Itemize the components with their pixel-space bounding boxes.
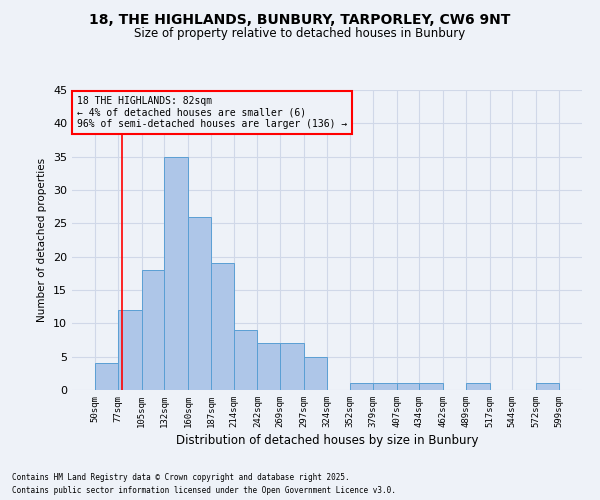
Bar [373, 384, 397, 390]
Bar [536, 384, 559, 390]
Y-axis label: Number of detached properties: Number of detached properties [37, 158, 47, 322]
Bar [233, 330, 257, 390]
Text: Contains HM Land Registry data © Crown copyright and database right 2025.: Contains HM Land Registry data © Crown c… [12, 474, 350, 482]
Bar [280, 344, 304, 390]
Text: Size of property relative to detached houses in Bunbury: Size of property relative to detached ho… [134, 28, 466, 40]
Bar [466, 384, 490, 390]
Text: 18 THE HIGHLANDS: 82sqm
← 4% of detached houses are smaller (6)
96% of semi-deta: 18 THE HIGHLANDS: 82sqm ← 4% of detached… [77, 96, 347, 129]
Text: 18, THE HIGHLANDS, BUNBURY, TARPORLEY, CW6 9NT: 18, THE HIGHLANDS, BUNBURY, TARPORLEY, C… [89, 12, 511, 26]
Bar [211, 264, 233, 390]
Bar [188, 216, 211, 390]
Bar [257, 344, 280, 390]
Bar [397, 384, 419, 390]
Bar [95, 364, 118, 390]
Text: Contains public sector information licensed under the Open Government Licence v3: Contains public sector information licen… [12, 486, 396, 495]
Bar [350, 384, 373, 390]
Bar [304, 356, 326, 390]
X-axis label: Distribution of detached houses by size in Bunbury: Distribution of detached houses by size … [176, 434, 478, 447]
Bar [142, 270, 164, 390]
Bar [164, 156, 188, 390]
Bar [118, 310, 142, 390]
Bar [419, 384, 443, 390]
